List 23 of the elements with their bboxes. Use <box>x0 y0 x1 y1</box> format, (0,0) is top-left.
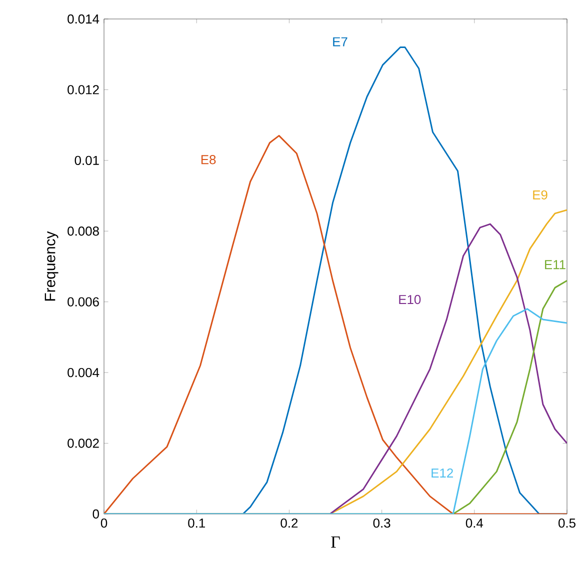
y-axis-title: Frequency <box>44 231 58 301</box>
x-tick-label: 0 <box>100 518 108 528</box>
y-tick-label: 0.002 <box>68 438 99 448</box>
y-tick-label: 0.004 <box>68 368 100 378</box>
x-axis-title: Γ <box>331 536 340 548</box>
y-tick-label: 0.008 <box>68 226 99 236</box>
text: E10 <box>399 294 421 304</box>
y-tick-label: 0.014 <box>68 14 100 24</box>
y-tick-label: 0.012 <box>68 85 99 94</box>
y-tick-label: 0.006 <box>68 297 99 306</box>
series-label: E11 <box>545 260 566 270</box>
x-tick-label: 0.3 <box>373 518 390 528</box>
y-tick-label: 0 <box>92 509 99 519</box>
series-label: E12 <box>432 468 453 478</box>
line-series <box>104 134 567 514</box>
series-label: E9 <box>533 190 548 200</box>
text: E7 <box>333 37 348 46</box>
x-tick-label: 0.5 <box>558 518 576 528</box>
x-tick-label: 0.1 <box>188 518 205 528</box>
text: E8 <box>201 155 216 164</box>
y-tick-label: 0.01 <box>74 156 99 165</box>
x-tick-label: 0.2 <box>280 518 298 528</box>
x-tick-label: 0.4 <box>466 518 484 528</box>
